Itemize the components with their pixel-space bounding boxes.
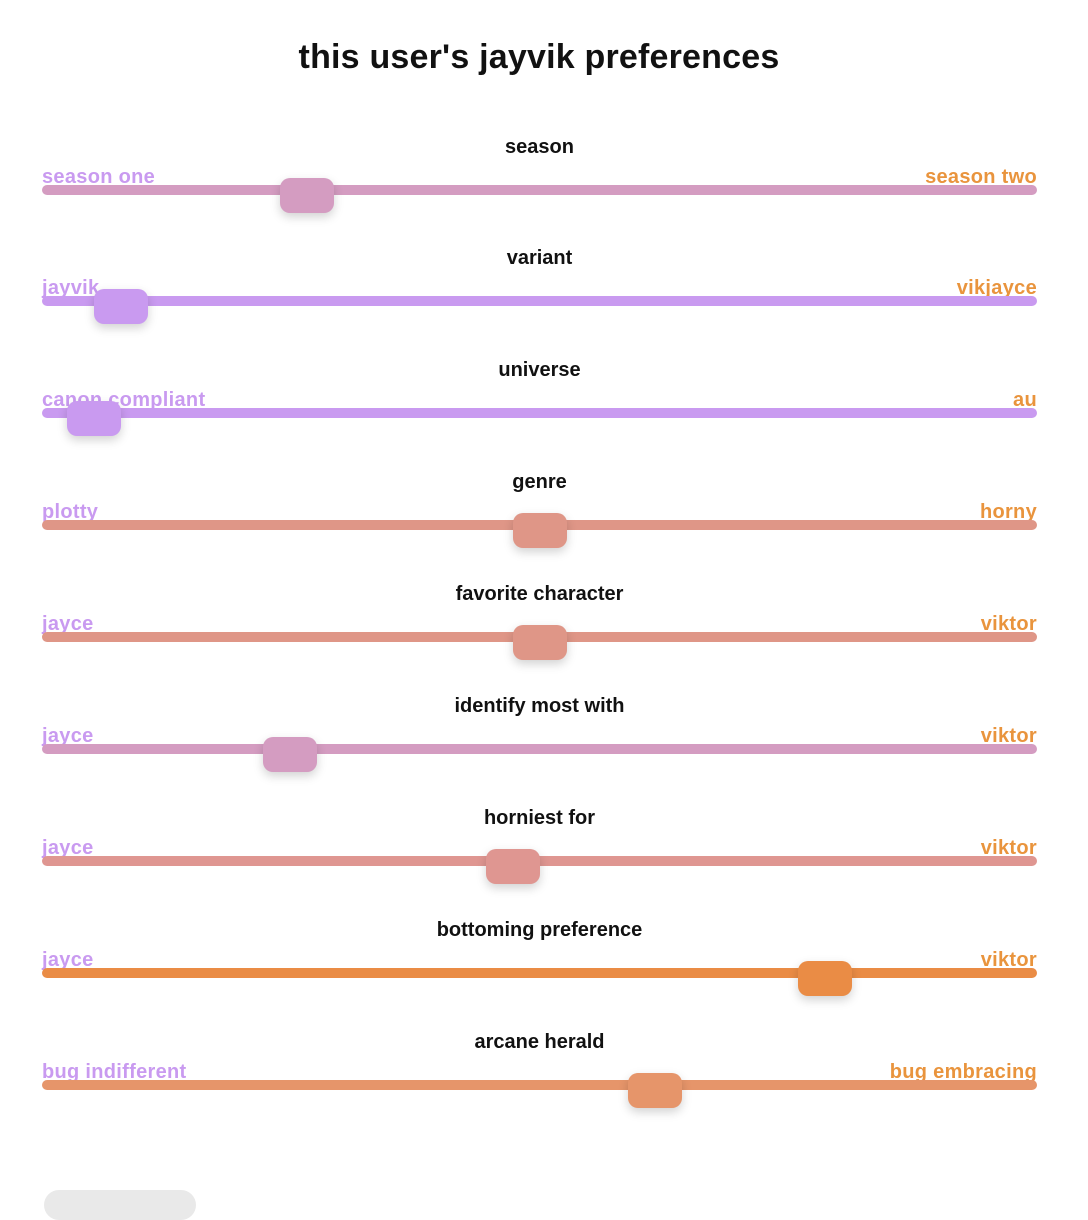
slider-right-label: viktor	[980, 725, 1037, 747]
slider-arcane-herald: arcane herald bug indifferent bug embracin…	[42, 1030, 1037, 1130]
slider-universe: universe canon compliant au	[42, 358, 1037, 458]
slider-left-label: jayce	[42, 837, 94, 859]
slider-right-label: vikjayce	[956, 277, 1037, 299]
slider-title: universe	[498, 359, 581, 381]
slider-season: season season one season two	[42, 135, 1037, 235]
slider-thumb[interactable]	[263, 737, 318, 772]
slider-right-label: season two	[925, 166, 1037, 188]
slider-thumb[interactable]	[628, 1073, 683, 1108]
slider-bottoming-preference: bottoming preference jayce viktor	[42, 918, 1037, 1018]
slider-genre: genre plotty horny	[42, 470, 1037, 570]
slider-title: arcane herald	[474, 1031, 605, 1053]
slider-horniest-for: horniest for jayce viktor	[42, 806, 1037, 906]
slider-track[interactable]	[42, 744, 1037, 754]
slider-thumb[interactable]	[280, 178, 335, 213]
slider-thumb[interactable]	[512, 625, 567, 660]
slider-thumb[interactable]	[797, 961, 852, 996]
slider-right-label: viktor	[980, 949, 1037, 971]
slider-title: bottoming preference	[436, 919, 643, 941]
slider-left-label: jayce	[42, 613, 94, 635]
slider-thumb[interactable]	[486, 849, 541, 884]
slider-title: horniest for	[483, 807, 596, 829]
slider-right-label: bug embracing	[889, 1061, 1037, 1083]
slider-title: favorite character	[455, 583, 624, 605]
slider-track[interactable]	[42, 296, 1037, 306]
slider-track[interactable]	[42, 1080, 1037, 1090]
slider-left-label: jayvik	[42, 277, 100, 299]
partial-button[interactable]	[44, 1190, 196, 1220]
slider-right-label: viktor	[980, 837, 1037, 859]
slider-thumb[interactable]	[93, 289, 148, 324]
slider-left-label: jayce	[42, 725, 94, 747]
slider-right-label: au	[1013, 389, 1037, 411]
slider-left-label: bug indifferent	[42, 1061, 187, 1083]
slider-favorite-character: favorite character jayce viktor	[42, 582, 1037, 682]
slider-title: season	[505, 136, 574, 158]
page-title: this user's jayvik preferences	[298, 38, 780, 76]
slider-left-label: season one	[42, 166, 156, 188]
slider-track[interactable]	[42, 185, 1037, 195]
slider-title: identify most with	[454, 695, 625, 717]
slider-thumb[interactable]	[512, 513, 567, 548]
slider-left-label: jayce	[42, 949, 94, 971]
slider-track[interactable]	[42, 968, 1037, 978]
slider-title: genre	[512, 471, 567, 493]
slider-thumb[interactable]	[67, 401, 122, 436]
slider-right-label: horny	[979, 501, 1037, 523]
slider-track[interactable]	[42, 408, 1037, 418]
slider-identify-most-with: identify most with jayce viktor	[42, 694, 1037, 794]
slider-title: variant	[506, 247, 573, 269]
slider-right-label: viktor	[980, 613, 1037, 635]
slider-left-label: plotty	[42, 501, 99, 523]
slider-variant: variant jayvik vikjayce	[42, 246, 1037, 346]
